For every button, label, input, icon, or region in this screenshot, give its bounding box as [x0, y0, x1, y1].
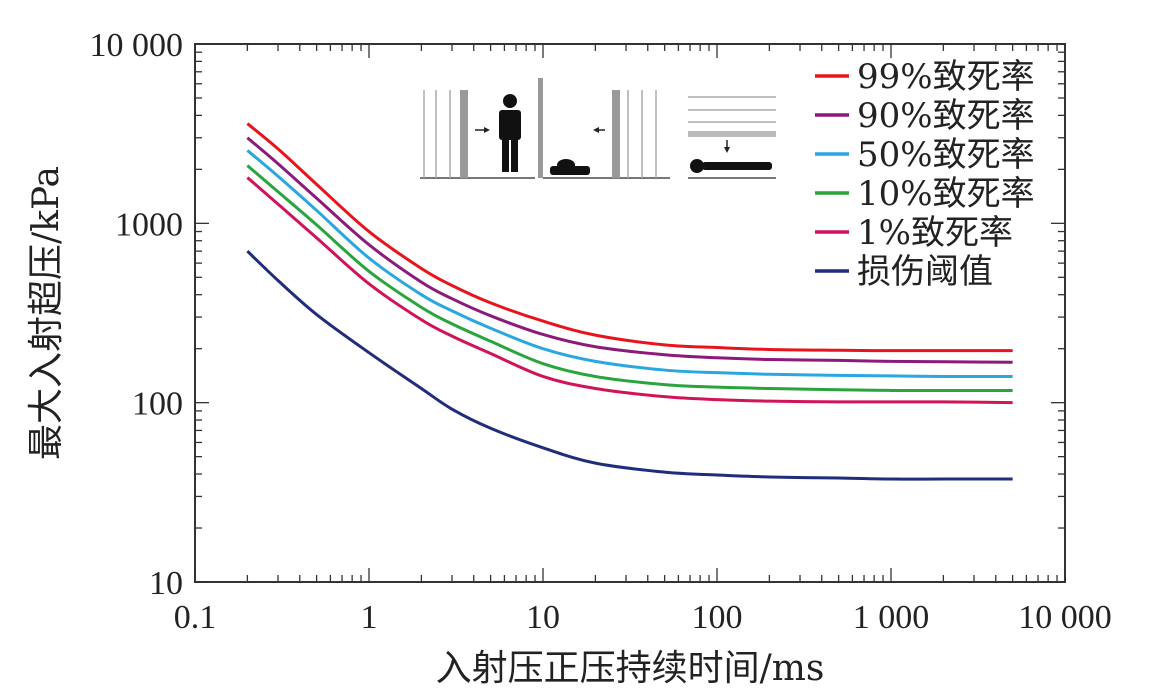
y-tick-label: 10 000 — [90, 27, 184, 64]
legend-label: 90%致死率 — [857, 96, 1035, 136]
series-line-2 — [246, 149, 1013, 379]
legend-label: 1%致死率 — [857, 213, 1013, 253]
axis-tick-labels: 0.1 1 10 100 1 000 10 000 10 100 1000 10 000 — [90, 27, 1112, 636]
x-tick-label: 100 — [692, 599, 743, 636]
person-lying-under-blast-icon — [688, 96, 776, 179]
legend-label: 10%致死率 — [857, 174, 1035, 214]
series-lines — [246, 122, 1013, 481]
y-tick-label: 1000 — [115, 206, 183, 243]
x-tick-label: 1 000 — [853, 599, 930, 636]
legend-label: 99%致死率 — [857, 57, 1035, 97]
y-tick-label: 10 — [149, 565, 183, 602]
series-line-5 — [246, 250, 1013, 481]
legend-label: 损伤阈值 — [857, 252, 993, 292]
x-tick-label: 10 — [526, 599, 560, 636]
person-standing-near-wall-icon — [420, 90, 535, 179]
axis-ticks — [194, 44, 1065, 583]
x-axis-title: 入射压正压持续时间/ms — [436, 648, 825, 689]
x-tick-label: 1 — [361, 599, 378, 636]
series-line-3 — [246, 164, 1013, 392]
plot-frame — [194, 43, 1066, 583]
series-line-1 — [246, 136, 1013, 364]
x-tick-label: 10 000 — [1018, 599, 1112, 636]
y-axis-title: 最大入射超压/kPa — [26, 166, 67, 460]
inset-illustration — [420, 78, 776, 179]
series-line-4 — [246, 176, 1013, 405]
legend-label: 50%致死率 — [857, 135, 1035, 175]
y-tick-label: 100 — [132, 386, 183, 423]
series-line-0 — [246, 122, 1013, 353]
person-prone-near-wall-icon — [538, 78, 670, 179]
x-tick-label: 0.1 — [174, 599, 217, 636]
